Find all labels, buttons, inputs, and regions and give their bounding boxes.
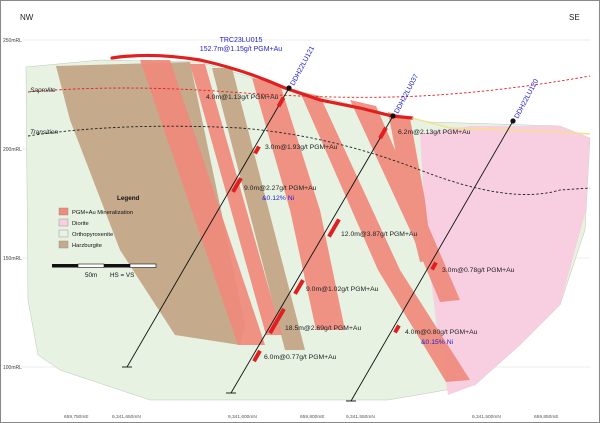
scale-segment <box>104 264 130 268</box>
drillhole-trace-121 <box>126 87 290 368</box>
legend-item-label: Orthopyroxenite <box>72 232 113 238</box>
intercept-label: 6.0m@0.77g/t PGM+Au <box>264 354 337 361</box>
saprolite-label: Saprolite <box>30 87 56 94</box>
coord-label: 9,341,500mN <box>472 414 501 420</box>
intercept-label: 3.0m@1.93g/t PGM+Au <box>265 144 338 151</box>
intercept-marker <box>252 349 262 363</box>
direction-right: SE <box>569 13 580 22</box>
harzburgite-band-central <box>212 68 305 350</box>
collar-120 <box>510 118 516 124</box>
intercept-label: 4.0m@0.80g/t PGM+Au <box>405 329 478 336</box>
scale-bar: 50m HS = VS <box>52 263 157 279</box>
scale-label: 50m <box>85 272 97 279</box>
collar-121 <box>286 85 292 91</box>
legend-item-label: Harzburgite <box>72 243 102 249</box>
intercept-label: 9.0m@1.02g/t PGM+Au <box>306 286 379 293</box>
intercept-label: 18.5m@2.69g/t PGM+Au <box>285 325 361 332</box>
mineralization-band <box>140 60 265 345</box>
harzburgite-band-west <box>56 62 245 345</box>
legend-swatch-diorite <box>58 218 69 227</box>
intercept-label: 6.2m@2.13g/t PGM+Au <box>398 129 471 136</box>
intercept-marker <box>327 218 341 238</box>
legend-swatch-harzburgite <box>58 240 69 249</box>
intercept-marker <box>231 177 243 193</box>
scale-ratio: HS = VS <box>110 272 134 279</box>
elevation-label: 150mRL <box>3 256 22 262</box>
legend-item-label: Diorite <box>72 221 89 227</box>
intercept-marker <box>378 126 388 140</box>
elevation-label: 200mRL <box>3 147 22 153</box>
elevation-label: 100mRL <box>3 365 22 371</box>
intercept-marker <box>268 307 286 335</box>
coord-label: 9,341,550mN <box>346 414 375 420</box>
transition-label: Transition <box>30 129 58 136</box>
intercept-marker <box>430 261 438 271</box>
collar-037 <box>390 113 396 119</box>
direction-left: NW <box>20 13 34 22</box>
drillholes <box>122 87 514 402</box>
intercept-marker <box>276 96 286 108</box>
intercept-marker <box>293 279 305 295</box>
intercept-ni-label: &0.15% Ni <box>421 339 454 346</box>
saprolite-boundary <box>27 75 591 98</box>
coord-label: 659,750mE <box>64 414 89 420</box>
legend-item-label: PGM+Au Mineralization <box>72 210 133 216</box>
intercept-label: 12.0m@3.87g/t PGM+Au <box>341 231 417 238</box>
drillhole-trace-037 <box>230 115 394 394</box>
drillhole-trace-120 <box>350 120 514 402</box>
legend: Legend PGM+Au Mineralization Diorite Ort… <box>58 195 140 249</box>
scale-segment <box>77 263 105 268</box>
surface-line <box>411 117 591 135</box>
intercept-marker <box>253 145 261 155</box>
mineralization-band <box>388 112 432 262</box>
intercept-ni-label: &0.12% Ni <box>262 195 295 202</box>
coord-label: 9,341,650mN <box>112 414 141 420</box>
scale-segment <box>129 263 157 268</box>
intercept-marker <box>393 324 401 334</box>
mineralization-band <box>190 64 282 335</box>
elevation-label: 250mRL <box>3 38 22 44</box>
intercept-label: 9.0m@2.27g/t PGM+Au <box>244 185 317 192</box>
legend-swatch-mineralization <box>58 207 69 216</box>
coord-label: 659,850mE <box>534 414 559 420</box>
intercept-label: 4.0m@1.13g/t PGM+Au <box>206 94 279 101</box>
intercept-label: 3.0m@0.78g/t PGM+Au <box>442 267 515 274</box>
transition-boundary <box>27 125 591 195</box>
mineralization-band <box>252 78 345 330</box>
scale-segment <box>52 264 78 268</box>
mineralization-band <box>300 92 470 382</box>
trench-name: TRC23LU015 <box>220 37 263 44</box>
intercept-markers <box>231 96 438 363</box>
mineralization-band <box>350 100 460 302</box>
coord-label: 9,341,600mN <box>228 414 257 420</box>
legend-swatch-orthopyroxenite <box>58 229 69 238</box>
trench-result: 152.7m@1.15g/t PGM+Au <box>200 46 283 53</box>
drillhole-collars <box>286 85 516 124</box>
legend-title: Legend <box>117 195 140 202</box>
trench-trace <box>110 53 414 120</box>
mineralization-bands <box>140 60 470 382</box>
coord-label: 659,800mE <box>300 414 325 420</box>
